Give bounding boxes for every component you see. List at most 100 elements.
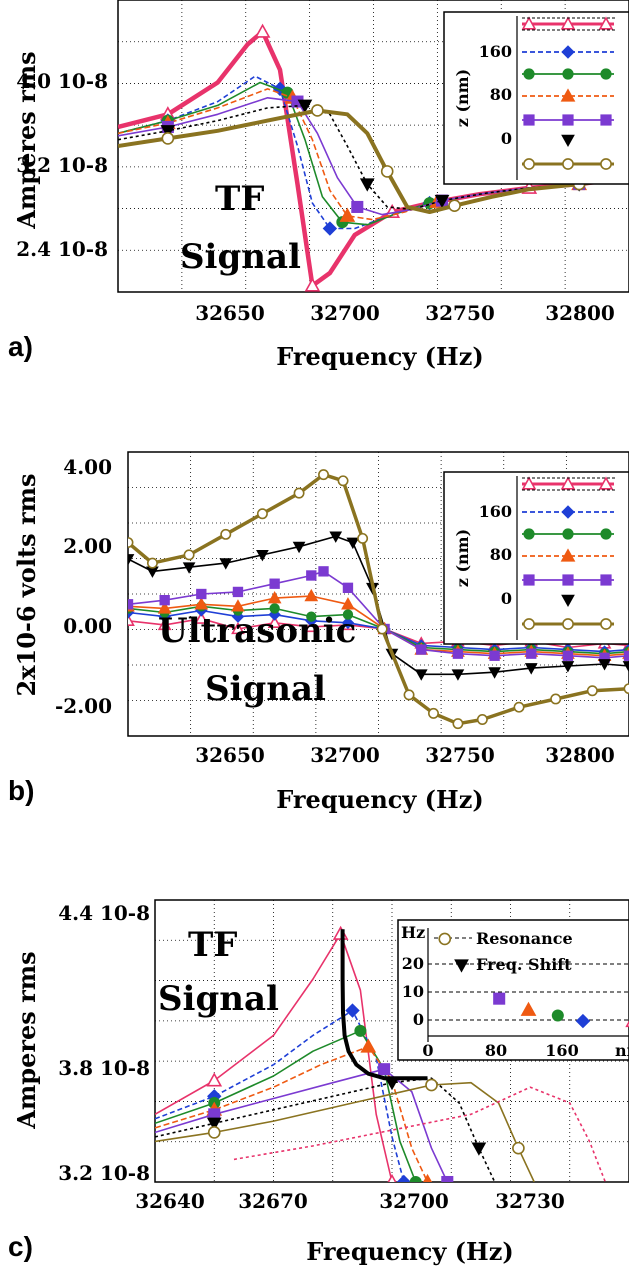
inset-ytick-1: 160 <box>479 502 512 521</box>
panel-c-xtick-3: 32700 <box>379 1189 449 1213</box>
series-group <box>128 469 629 730</box>
legend-marker-pink <box>560 476 576 490</box>
legend-marker-purple <box>562 574 574 586</box>
data-point-olive <box>512 1141 525 1155</box>
legend-marker-green <box>562 528 574 540</box>
data-point-purple <box>159 594 170 606</box>
panel-b-ylabel: 2x10-6 volts rms <box>12 474 41 697</box>
panel-a-xtick-2: 32700 <box>310 301 380 325</box>
panel-a-plot-area <box>117 0 629 293</box>
legend-marker-pink <box>598 476 614 490</box>
data-point-black <box>622 661 629 673</box>
panel-c-inset: 20 10 0 0 80 160 Hz nm Resonance Freq. Shift <box>397 919 629 1061</box>
data-point-black <box>206 1117 222 1131</box>
data-point-purple <box>128 599 134 610</box>
data-point-olive <box>311 104 324 117</box>
inset-c-legend-2: Freq. Shift <box>476 955 572 974</box>
data-point-orange <box>304 588 319 602</box>
inset-c-xtick-2: 80 <box>485 1041 507 1060</box>
panel-c-xtick-2: 32670 <box>238 1189 308 1213</box>
panel-b-inset-legend: 160 80 0 z (nm) <box>443 471 629 645</box>
legend-marker-purple <box>600 574 612 586</box>
data-point-olive <box>380 165 394 178</box>
data-point-orange <box>339 207 356 222</box>
data-point-black <box>414 669 428 681</box>
inset-c-xtick-1: 0 <box>422 1041 433 1060</box>
series-line-blue <box>155 1009 405 1182</box>
data-point-green <box>409 1175 422 1182</box>
legend-marker-black <box>561 594 575 608</box>
data-point-purple <box>318 566 329 577</box>
data-point-blue <box>341 616 355 630</box>
data-point-black <box>524 663 538 675</box>
panel-c-ylabel: Amperes rms <box>12 951 41 1129</box>
data-point-black <box>488 667 501 679</box>
panel-b-ytick-2: 2.00 <box>63 534 112 558</box>
panel-a-annotation-1: TF <box>215 179 264 219</box>
series-line-green <box>155 1030 417 1182</box>
panel-b-ytick-1: 4.00 <box>63 455 112 479</box>
series-line-olive <box>128 472 629 726</box>
data-point-purple <box>378 1063 391 1076</box>
data-point-pink <box>387 1173 397 1182</box>
panel-a-ylabel: Amperes rms <box>12 51 41 229</box>
legend-marker-orange <box>560 88 576 102</box>
panel-b-xtick-1: 32650 <box>195 743 265 767</box>
data-point-olive <box>425 1078 438 1092</box>
data-point-black <box>598 659 611 671</box>
data-point-purple <box>623 650 629 661</box>
legend-marker-olive <box>523 618 535 630</box>
legend-marker-olive <box>562 158 574 170</box>
inset-c-ytick-2: 10 <box>402 982 424 1001</box>
data-point-purple <box>416 644 427 655</box>
data-point-purple <box>489 650 500 661</box>
data-point-olive <box>207 1126 221 1139</box>
data-point-olive <box>357 532 369 544</box>
data-point-pink <box>157 617 172 631</box>
data-point-olive <box>550 693 562 705</box>
panel-c-xtick-1: 32640 <box>135 1189 205 1213</box>
data-point-olive <box>623 683 629 695</box>
legend-marker-black <box>561 134 575 148</box>
inset-ytick-2: 80 <box>490 85 512 104</box>
data-point-olive <box>376 623 388 635</box>
legend-marker-pink <box>560 16 576 30</box>
data-point-blue <box>345 1003 360 1018</box>
inset-c-unit: Hz <box>401 923 425 942</box>
inset-c-point-black <box>454 959 469 973</box>
data-point-pink <box>128 613 135 626</box>
panel-b-ytick-4: -2.00 <box>55 694 112 718</box>
inset-c-point-purple <box>493 992 506 1005</box>
panel-a-xtick-4: 32800 <box>545 301 615 325</box>
data-point-pink <box>267 615 282 629</box>
series-line-pink <box>155 932 393 1182</box>
panel-a-letter: a) <box>8 331 33 362</box>
panel-c: 4.4 10-8 3.8 10-8 3.2 10-8 32640 32670 3… <box>8 899 629 1266</box>
panel-c-ytick-2: 3.8 10-8 <box>58 1056 150 1080</box>
data-point-purple <box>196 588 207 600</box>
legend-marker-olive <box>562 618 574 630</box>
panel-a-inset-legend: 160 80 0 z (nm) <box>443 11 629 185</box>
data-point-pink <box>206 1072 223 1087</box>
panel-a-ytick-3: 2.4 10-8 <box>16 237 108 261</box>
data-point-orange <box>157 601 172 614</box>
data-point-olive <box>146 557 158 569</box>
inset-ytick-3: 0 <box>501 129 512 148</box>
data-point-black <box>219 558 233 570</box>
panel-a: 4.0 10-8 3.2 10-8 2.4 10-8 32650 32700 3… <box>8 0 629 371</box>
panel-a-ytick-1: 4.0 10-8 <box>16 69 108 93</box>
panel-b-xtick-2: 32700 <box>310 743 380 767</box>
panel-b-xlabel: Frequency (Hz) <box>276 785 483 814</box>
data-point-olive <box>337 475 349 487</box>
data-point-black <box>561 661 575 673</box>
panel-c-xlabel: Frequency (Hz) <box>306 1237 513 1266</box>
panel-b-annotation-1: Ultrasonic <box>158 611 356 651</box>
legend-marker-green <box>562 68 574 80</box>
legend-marker-olive <box>600 618 612 630</box>
inset-c-point-pink <box>625 1020 629 1028</box>
inset-frame <box>443 471 629 645</box>
legend-marker-purple <box>562 114 574 126</box>
data-point-green <box>342 609 354 620</box>
legend-marker-pink <box>598 16 614 30</box>
panel-b-letter: b) <box>8 775 34 806</box>
